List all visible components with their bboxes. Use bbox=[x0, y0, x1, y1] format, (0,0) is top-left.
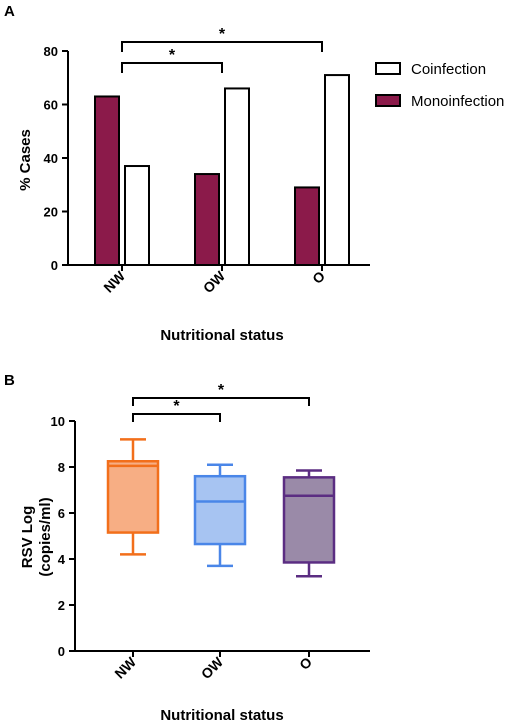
panel-a-y-tick-label: 80 bbox=[44, 44, 58, 59]
panel-a-significance-label: * bbox=[219, 26, 226, 43]
panel-a-x-tick-label: O bbox=[309, 268, 328, 287]
panel-b-y-tick-label: 4 bbox=[58, 552, 66, 567]
panel-b-letter: B bbox=[4, 372, 15, 389]
panel-b-y-tick-label: 0 bbox=[58, 644, 65, 659]
panel-a-y-tick-label: 40 bbox=[44, 151, 58, 166]
panel-a-significance-label: * bbox=[169, 47, 176, 64]
panel-a-x-axis-title: Nutritional status bbox=[160, 327, 283, 344]
panel-b-box-ow bbox=[193, 474, 247, 546]
panel-a-legend-label-monoinfection: Monoinfection bbox=[411, 93, 504, 110]
panel-a-significance-bracket bbox=[121, 41, 323, 52]
panel-a-bar-chart: 0 20 40 60 80 NW OW O * * Coinfection Monoinfection bbox=[44, 26, 505, 296]
panel-a-bar-monoinfection-o bbox=[294, 186, 320, 266]
panel-a-x-tick-label: NW bbox=[100, 267, 128, 295]
panel-b-box-o bbox=[282, 476, 336, 564]
panel-b-y-tick-label: 8 bbox=[58, 460, 65, 475]
panel-b-y-axis-title: RSV Log (copies/ml) bbox=[19, 497, 54, 576]
panel-b-y-tick-label: 10 bbox=[51, 414, 65, 429]
panel-a-bar-coinfection-ow bbox=[224, 87, 250, 266]
panel-a-legend-swatch-monoinfection bbox=[375, 94, 401, 107]
panel-a-legend-label-coinfection: Coinfection bbox=[411, 61, 486, 78]
panel-a-x-tick-label: OW bbox=[200, 267, 229, 296]
panel-b-y-axis-title-line1: RSV Log bbox=[19, 506, 36, 569]
panel-b-x-tick-label: OW bbox=[198, 653, 227, 682]
panel-b-significance-bracket bbox=[132, 397, 310, 406]
panel-a-bar-coinfection-o bbox=[324, 74, 350, 266]
panel-b-x-tick-label: O bbox=[296, 654, 315, 673]
panel-a-legend-swatch-coinfection bbox=[375, 62, 401, 75]
panel-b-box-nw bbox=[106, 460, 160, 534]
panel-a-y-tick-label: 60 bbox=[44, 98, 58, 113]
panel-a-significance-bracket bbox=[121, 62, 223, 73]
panel-a-bar-monoinfection-nw bbox=[94, 95, 120, 266]
panel-b-y-tick-label: 6 bbox=[58, 506, 65, 521]
panel-a-bar-coinfection-nw bbox=[124, 165, 150, 266]
panel-a-y-tick-label: 20 bbox=[44, 205, 58, 220]
panel-a-bar-monoinfection-ow bbox=[194, 173, 220, 266]
panel-a-y-tick-label: 0 bbox=[51, 258, 58, 273]
panel-b-significance-bracket bbox=[132, 413, 221, 422]
panel-b-x-tick-label: NW bbox=[111, 653, 139, 681]
panel-b-significance-label: * bbox=[218, 382, 225, 399]
panel-b-y-axis-title-line2: (copies/ml) bbox=[37, 497, 54, 576]
panel-b-x-axis-title: Nutritional status bbox=[160, 707, 283, 724]
panel-b-y-tick-label: 2 bbox=[58, 598, 65, 613]
panel-a-letter: A bbox=[4, 3, 15, 20]
panel-a-y-axis-title: % Cases bbox=[17, 129, 34, 191]
panel-b-significance-label: * bbox=[173, 398, 180, 415]
panel-b-box-plot: 0 2 4 6 8 10 NW OW O * * bbox=[51, 382, 370, 682]
